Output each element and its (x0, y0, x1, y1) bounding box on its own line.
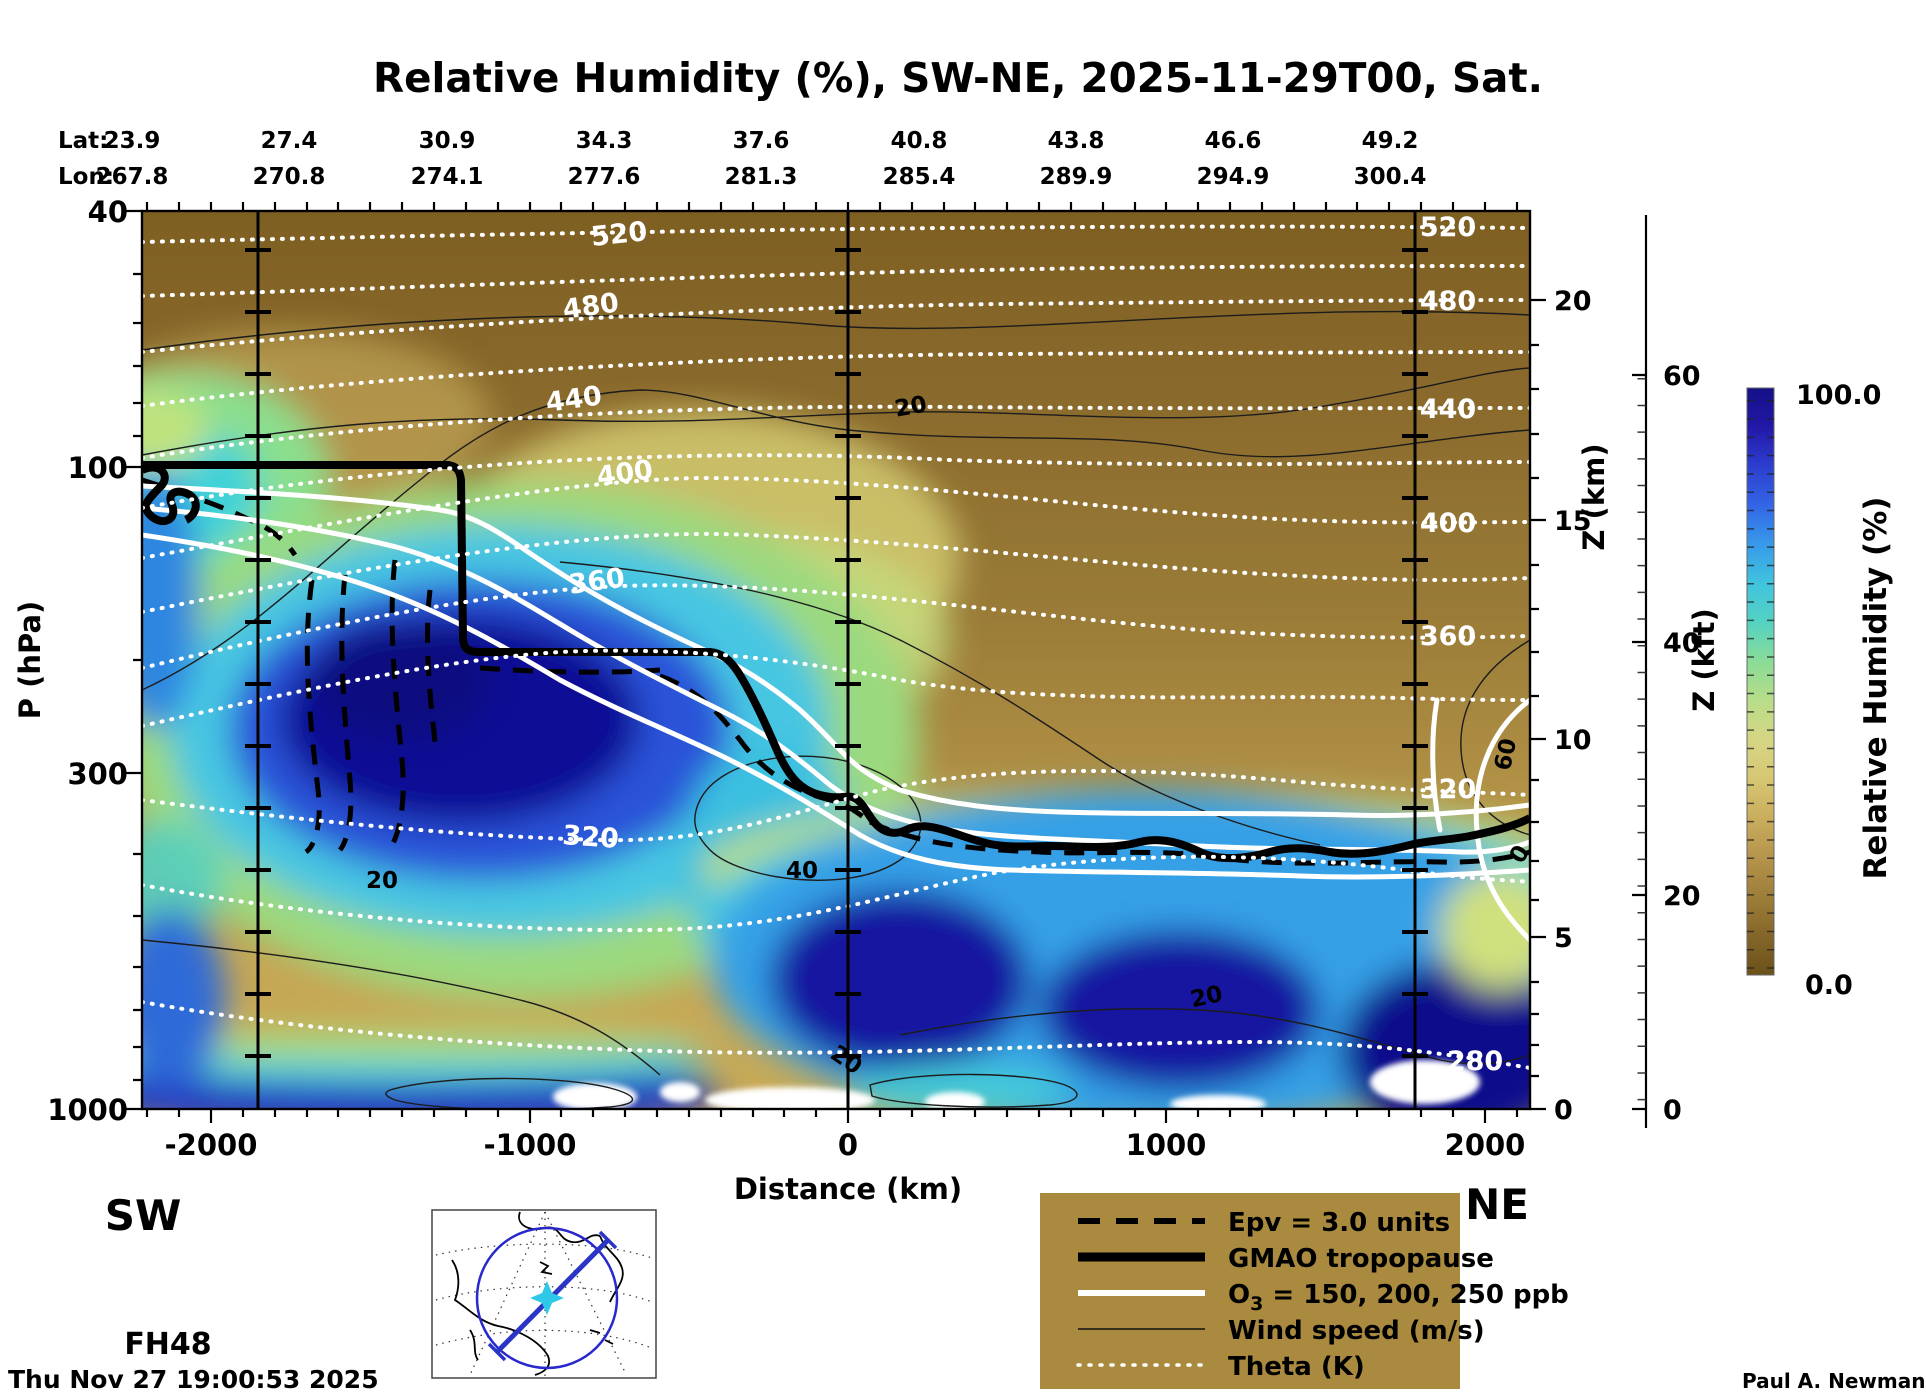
transect-endcap (487, 1230, 618, 1362)
o3-prefix: O (1228, 1280, 1250, 1310)
colorbar-min: 0.0 (1805, 970, 1853, 1001)
plot-frame (126, 202, 1546, 1123)
x-tick: 2000 (1445, 1128, 1526, 1162)
p-tick: 1000 (47, 1093, 128, 1127)
rh-field: 520 480 440 400 360 320 520 480 440 400 … (142, 211, 1530, 1109)
left-axis: 40 100 300 1000 (47, 195, 128, 1127)
colorbar: 100.0 0.0 Relative Humidity (%) (1746, 380, 1894, 1001)
coastline (469, 1329, 479, 1361)
coastline (589, 1329, 614, 1345)
theta-label: 520 (1420, 212, 1476, 243)
map-inset (431, 1209, 657, 1379)
contour-labels: 520 480 440 400 360 320 520 480 440 400 … (366, 212, 1530, 1080)
lon-tick: 294.9 (1197, 164, 1270, 190)
lat-tick: 34.3 (576, 128, 633, 154)
endpoint-sw: SW (105, 1191, 182, 1240)
x-tick: 1000 (1126, 1128, 1207, 1162)
lon-tick: 267.8 (96, 164, 169, 190)
zkft-tick: 40 (1663, 628, 1701, 659)
zkft-tick: 60 (1663, 361, 1701, 392)
legend: Epv = 3.0 units GMAO tropopause O3 = 150… (1040, 1193, 1569, 1389)
lon-tick: 277.6 (568, 164, 641, 190)
endpoint-ne: NE (1465, 1180, 1529, 1229)
top-axis-latlon: Lat: Lon: 23.9 27.4 30.9 34.3 37.6 40.8 … (58, 128, 1426, 190)
legend-label-wind: Wind speed (m/s) (1228, 1316, 1485, 1346)
x-tick: -2000 (165, 1128, 258, 1162)
lat-tick: 49.2 (1362, 128, 1419, 154)
theta-label: 400 (1420, 508, 1476, 539)
colorbar-max: 100.0 (1796, 380, 1881, 411)
theta-label: 440 (1420, 394, 1476, 425)
coastline (599, 1235, 624, 1303)
zkft-tick: 0 (1663, 1095, 1682, 1126)
coastline (451, 1259, 550, 1376)
zkm-tick: 5 (1554, 923, 1573, 954)
theta-label: 520 (589, 216, 648, 253)
legend-label-tropopause: GMAO tropopause (1228, 1244, 1494, 1274)
theta-label: 320 (1420, 774, 1476, 805)
tropopause-line (142, 461, 1530, 863)
credit: Paul A. Newman (NASA (1742, 1369, 1926, 1393)
coastline (539, 1261, 553, 1275)
wind-label: 20 (366, 868, 398, 894)
legend-label-theta: Theta (K) (1228, 1352, 1365, 1382)
theta-contours (142, 224, 1530, 1070)
lon-tick: 270.8 (253, 164, 326, 190)
p-tick: 40 (88, 195, 128, 229)
lon-tick: 289.9 (1040, 164, 1113, 190)
lat-tick: 30.9 (419, 128, 476, 154)
theta-label: 320 (561, 820, 619, 855)
theta-label: 480 (1420, 286, 1476, 317)
forecast-hour: FH48 (124, 1327, 211, 1362)
right-axis-kft: 60 40 20 0 Z (kft) (1632, 215, 1721, 1128)
zkm-tick: 0 (1554, 1095, 1573, 1126)
lat-tick: 46.6 (1205, 128, 1262, 154)
missing-data-patches (553, 1060, 1480, 1109)
legend-label-ozone: O3 = 150, 200, 250 ppb (1228, 1280, 1569, 1315)
lon-tick: 281.3 (725, 164, 798, 190)
theta-label: 360 (1420, 621, 1476, 652)
lat-row-label: Lat: (58, 128, 108, 154)
right-axis-km-title: Z (km) (1577, 443, 1611, 550)
legend-label-epv: Epv = 3.0 units (1228, 1208, 1450, 1238)
p-tick: 100 (67, 451, 128, 485)
x-tick: 0 (838, 1128, 858, 1162)
wind-label: 40 (786, 858, 818, 884)
lat-tick: 37.6 (733, 128, 790, 154)
wind-label: 20 (893, 392, 929, 423)
wind-speed-contours (142, 310, 1530, 1109)
zkm-tick: 15 (1554, 506, 1592, 537)
lon-row-label: Lon: (58, 164, 114, 190)
lon-tick: 300.4 (1354, 164, 1427, 190)
right-axis-kft-title: Z (kft) (1687, 608, 1721, 711)
lat-tick: 40.8 (891, 128, 948, 154)
left-axis-title: P (hPa) (13, 601, 47, 720)
lat-tick: 27.4 (261, 128, 318, 154)
bottom-axis: -2000 -1000 0 1000 2000 Distance (km) (165, 1128, 1526, 1206)
timestamp: Thu Nov 27 19:00:53 2025 (8, 1365, 379, 1394)
lat-tick: 43.8 (1048, 128, 1105, 154)
lon-tick: 274.1 (411, 164, 484, 190)
o3-subscript: 3 (1250, 1293, 1263, 1315)
p-tick: 300 (67, 757, 128, 791)
station-lines (245, 211, 1428, 1109)
bottom-axis-title: Distance (km) (734, 1172, 962, 1206)
colorbar-title: Relative Humidity (%) (1858, 497, 1894, 880)
zkm-tick: 20 (1554, 286, 1592, 317)
coastline (518, 1211, 601, 1244)
zkm-tick: 10 (1554, 725, 1592, 756)
transect-center-star (530, 1281, 564, 1315)
right-axis-km: 20 15 10 5 0 (1554, 286, 1592, 1126)
zkft-tick: 20 (1663, 881, 1701, 912)
x-tick: -1000 (484, 1128, 577, 1162)
theta-label: 280 (1447, 1046, 1503, 1077)
lon-tick: 285.4 (883, 164, 956, 190)
o3-rest: = 150, 200, 250 ppb (1263, 1280, 1568, 1310)
lat-tick: 23.9 (104, 128, 161, 154)
page-title: Relative Humidity (%), SW-NE, 2025-11-29… (373, 54, 1543, 102)
transect-range-circle (475, 1226, 619, 1370)
